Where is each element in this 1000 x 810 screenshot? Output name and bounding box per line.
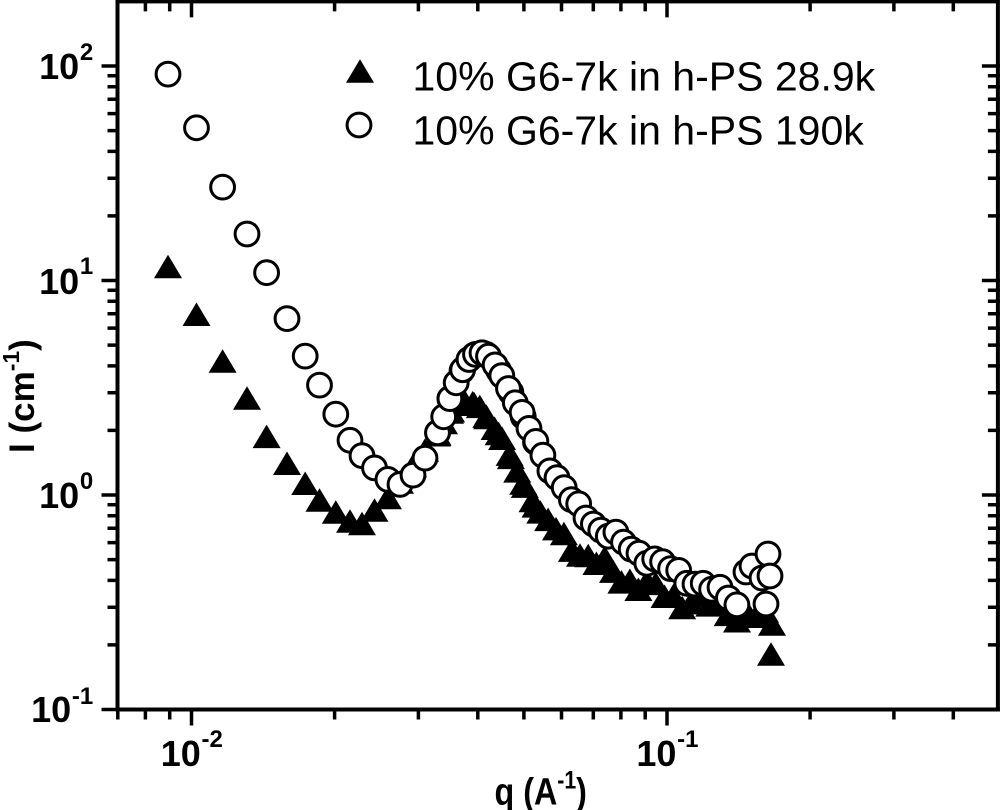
svg-text:2: 2 <box>80 39 93 66</box>
svg-text:10% G6-7k in h-PS 28.9k: 10% G6-7k in h-PS 28.9k <box>413 54 876 100</box>
svg-text:-1: -1 <box>677 726 698 753</box>
svg-text:10: 10 <box>39 261 79 302</box>
svg-text:0: 0 <box>80 468 93 495</box>
svg-text:10: 10 <box>161 733 201 774</box>
svg-text:10: 10 <box>39 475 79 516</box>
svg-text:1: 1 <box>80 253 93 280</box>
svg-text:10: 10 <box>39 46 79 87</box>
svg-text:10: 10 <box>31 689 71 730</box>
svg-text:I (cm-1): I (cm-1) <box>0 339 42 453</box>
svg-text:-1: -1 <box>72 683 93 710</box>
svg-text:-2: -2 <box>202 726 223 753</box>
svg-text:10% G6-7k in h-PS 190k: 10% G6-7k in h-PS 190k <box>413 108 865 154</box>
svg-text:10: 10 <box>636 733 676 774</box>
